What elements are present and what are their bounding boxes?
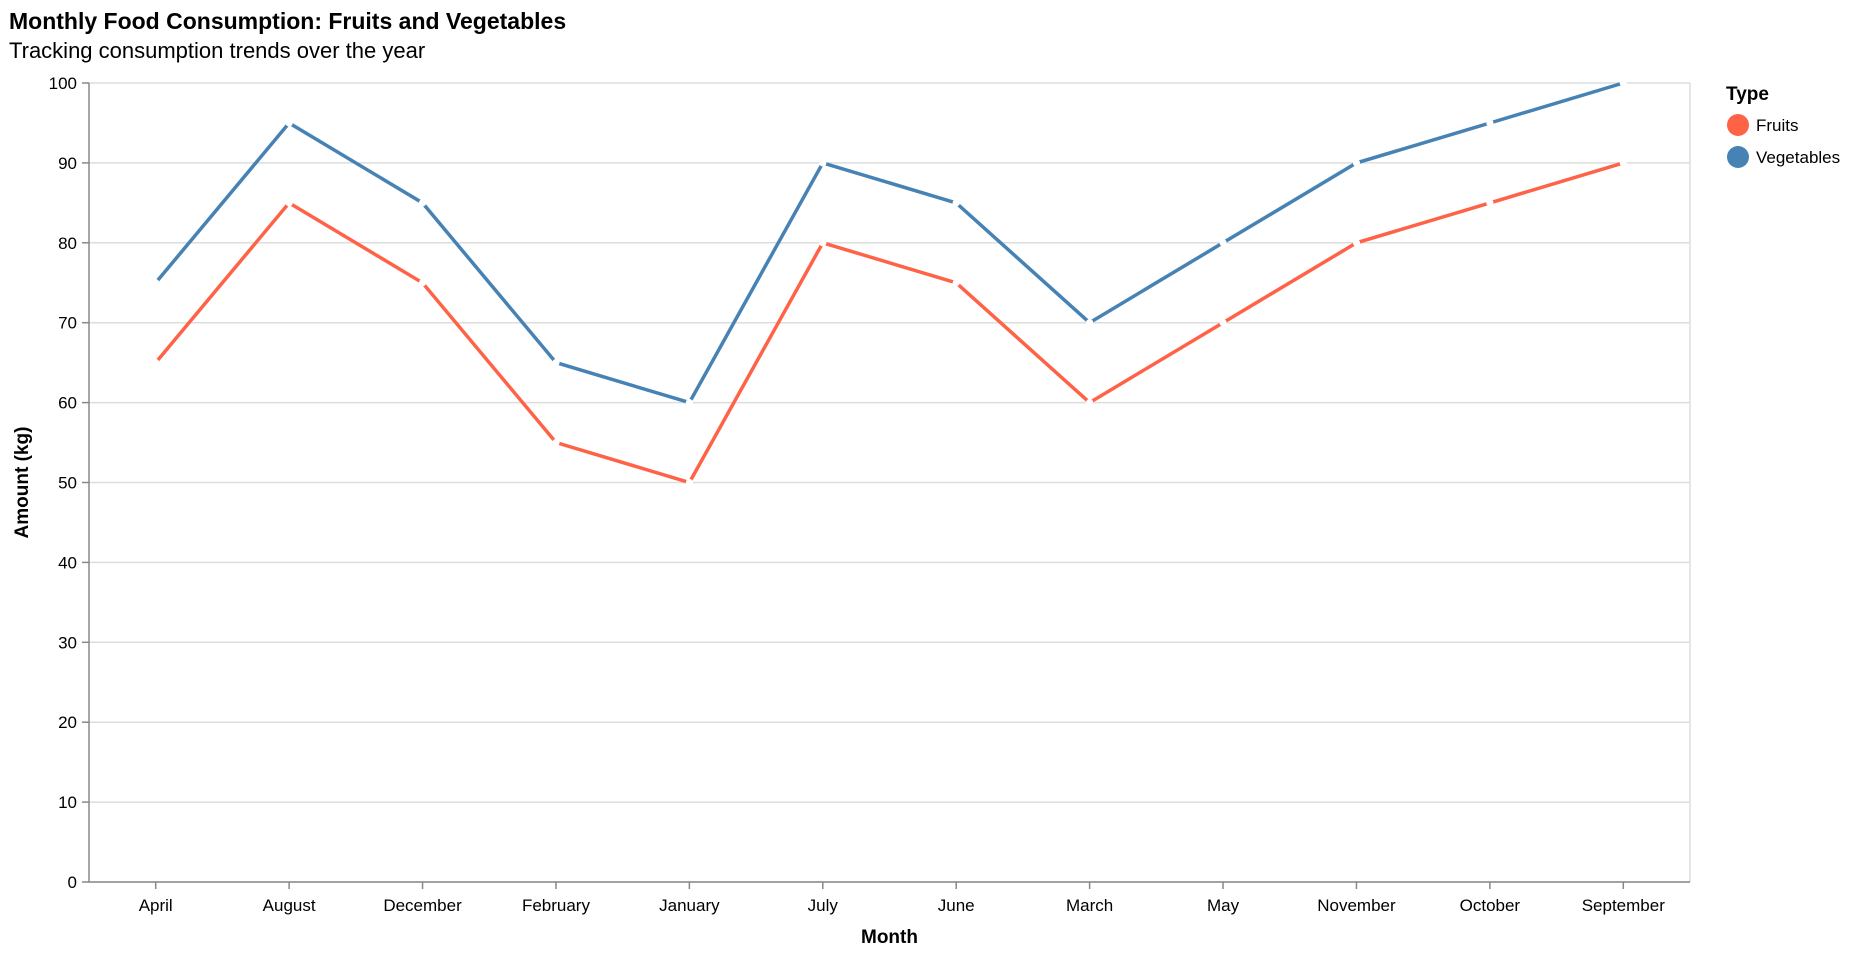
data-point-vegetables (1086, 319, 1094, 327)
data-point-vegetables (152, 279, 160, 287)
y-tick-label: 10 (58, 793, 77, 812)
x-tick-label: March (1066, 896, 1113, 915)
x-tick-label: November (1317, 896, 1396, 915)
legend-swatch-vegetables (1727, 146, 1749, 168)
y-tick-label: 40 (58, 553, 77, 572)
data-point-vegetables (285, 119, 293, 127)
y-tick-label: 0 (68, 873, 77, 892)
y-tick-label: 30 (58, 633, 77, 652)
data-point-vegetables (685, 399, 693, 407)
chart-title: Monthly Food Consumption: Fruits and Veg… (9, 8, 567, 34)
y-tick-label: 90 (58, 154, 77, 173)
data-point-fruits (1219, 319, 1227, 327)
data-point-fruits (1352, 239, 1361, 247)
data-point-vegetables (1219, 239, 1227, 247)
data-point-fruits (685, 478, 693, 487)
x-tick-label: January (659, 896, 720, 915)
x-tick-label: October (1460, 896, 1521, 915)
data-point-vegetables (418, 199, 427, 207)
data-point-fruits (1619, 159, 1627, 167)
chart-subtitle: Tracking consumption trends over the yea… (9, 38, 426, 63)
x-tick-label: December (383, 896, 462, 915)
series-lines (152, 79, 1627, 487)
legend: Type Fruits Vegetables (1726, 84, 1840, 168)
chart-header: Monthly Food Consumption: Fruits and Veg… (9, 6, 566, 66)
x-axis-title: Month (861, 927, 918, 948)
data-point-fruits (1086, 399, 1094, 407)
y-axis: 0 10 20 30 40 50 60 70 80 90 100 (49, 74, 90, 892)
data-point-fruits (952, 279, 960, 287)
legend-swatch-fruits (1727, 114, 1749, 136)
y-tick-label: 50 (58, 474, 77, 493)
data-point-vegetables (1486, 119, 1494, 127)
data-point-fruits (285, 199, 293, 207)
grid-lines (89, 82, 1691, 883)
data-point-vegetables (552, 359, 560, 367)
legend-title: Type (1726, 84, 1769, 105)
legend-label-vegetables: Vegetables (1756, 148, 1840, 167)
x-tick-label: April (139, 896, 173, 915)
data-point-fruits (152, 359, 160, 367)
x-axis: April August December February January July Ju… (89, 881, 1690, 915)
y-axis-title: Amount (kg) (12, 427, 33, 539)
series-line-vegetables (154, 81, 1624, 405)
data-point-vegetables (1619, 79, 1627, 87)
data-point-vegetables (952, 199, 960, 207)
y-tick-label: 100 (49, 74, 77, 93)
y-tick-label: 70 (58, 314, 77, 333)
y-tick-label: 80 (58, 234, 77, 253)
x-tick-label: July (808, 896, 839, 915)
data-point-fruits (418, 279, 427, 287)
series-line-fruits (154, 161, 1624, 485)
x-tick-label: August (263, 896, 316, 915)
x-tick-label: February (522, 896, 591, 915)
y-tick-label: 60 (58, 394, 77, 413)
data-point-fruits (819, 239, 827, 247)
y-tick-label: 20 (58, 713, 77, 732)
x-tick-label: May (1207, 896, 1240, 915)
data-point-fruits (1486, 199, 1494, 207)
data-point-vegetables (819, 159, 827, 167)
x-tick-label: June (938, 896, 975, 915)
data-point-vegetables (1352, 159, 1361, 167)
x-tick-label: September (1582, 896, 1665, 915)
data-point-fruits (552, 438, 560, 447)
legend-label-fruits: Fruits (1756, 116, 1799, 135)
